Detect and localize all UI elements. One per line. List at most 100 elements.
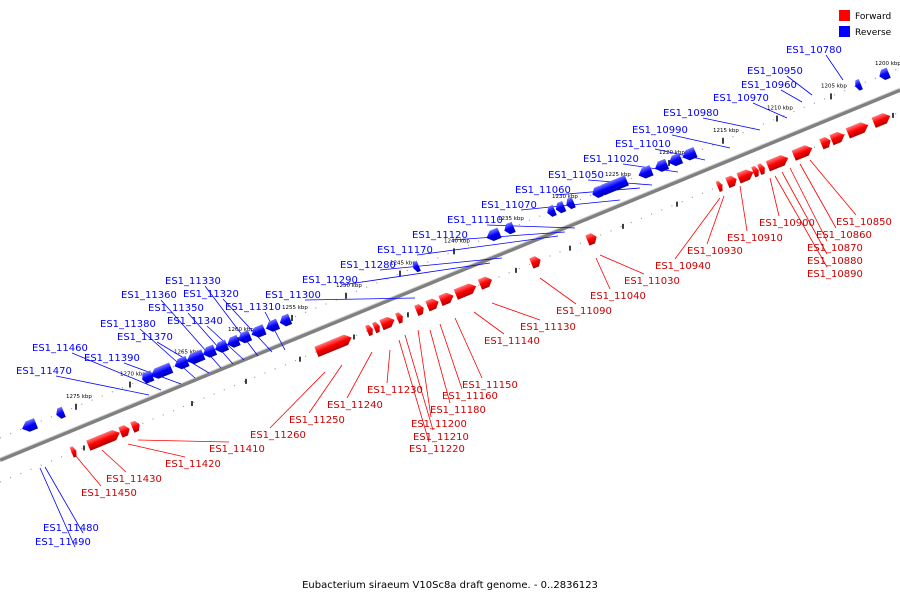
forward-gene-label[interactable]: ES1_11420 xyxy=(165,459,221,470)
reverse-gene[interactable] xyxy=(249,324,267,339)
forward-gene-label[interactable]: ES1_11180 xyxy=(430,405,486,416)
reverse-gene[interactable] xyxy=(213,339,230,355)
reverse-gene[interactable] xyxy=(236,330,253,345)
reverse-gene-label[interactable]: ES1_11060 xyxy=(515,185,571,196)
reverse-gene[interactable] xyxy=(877,67,891,82)
forward-gene[interactable] xyxy=(585,232,598,246)
forward-gene-label[interactable]: ES1_11260 xyxy=(250,430,306,441)
forward-gene-label[interactable]: ES1_10910 xyxy=(727,233,783,244)
reverse-gene-label[interactable]: ES1_10990 xyxy=(632,125,688,136)
forward-gene[interactable] xyxy=(86,428,122,451)
reverse-gene[interactable] xyxy=(636,165,654,180)
forward-gene-label[interactable]: ES1_10900 xyxy=(759,218,815,229)
forward-gene-label[interactable]: ES1_11210 xyxy=(413,432,469,443)
reverse-gene-label[interactable]: ES1_11120 xyxy=(412,230,468,241)
forward-gene-label[interactable]: ES1_11430 xyxy=(106,474,162,485)
reverse-gene-label[interactable]: ES1_11070 xyxy=(481,200,537,211)
reverse-gene-label[interactable]: ES1_11460 xyxy=(32,343,88,354)
reverse-gene[interactable] xyxy=(140,372,150,384)
reverse-gene[interactable] xyxy=(653,158,670,174)
reverse-gene[interactable] xyxy=(484,227,502,243)
forward-gene[interactable] xyxy=(765,153,791,172)
forward-gene-label[interactable]: ES1_11130 xyxy=(520,322,576,333)
reverse-gene-label[interactable]: ES1_10960 xyxy=(741,80,797,91)
reverse-gene[interactable] xyxy=(667,152,684,168)
forward-gene[interactable] xyxy=(725,174,738,189)
reverse-gene[interactable] xyxy=(20,418,39,434)
forward-gene[interactable] xyxy=(414,303,426,316)
reverse-gene-label[interactable]: ES1_11310 xyxy=(225,302,281,313)
forward-gene-label[interactable]: ES1_11040 xyxy=(590,291,646,302)
reverse-gene[interactable] xyxy=(149,362,174,382)
forward-gene-label[interactable]: ES1_11220 xyxy=(409,444,465,455)
reverse-gene[interactable] xyxy=(225,334,241,350)
reverse-gene-label[interactable]: ES1_11050 xyxy=(548,170,604,181)
reverse-gene-label[interactable]: ES1_11470 xyxy=(16,366,72,377)
forward-gene[interactable] xyxy=(871,111,893,128)
reverse-gene-label[interactable]: ES1_10970 xyxy=(713,93,769,104)
reverse-gene[interactable] xyxy=(172,355,190,371)
forward-gene-label[interactable]: ES1_11230 xyxy=(367,385,423,396)
reverse-gene-label[interactable]: ES1_11300 xyxy=(265,290,321,301)
forward-gene-label[interactable]: ES1_10860 xyxy=(816,230,872,241)
forward-gene[interactable] xyxy=(477,275,494,290)
reverse-gene[interactable] xyxy=(278,313,293,328)
forward-gene-label[interactable]: ES1_11150 xyxy=(462,380,518,391)
forward-gene[interactable] xyxy=(379,315,396,331)
forward-gene-label[interactable]: ES1_11160 xyxy=(442,391,498,402)
forward-gene[interactable] xyxy=(118,424,131,438)
forward-gene[interactable] xyxy=(314,332,353,358)
reverse-gene-label[interactable]: ES1_11370 xyxy=(117,332,173,343)
forward-gene-label[interactable]: ES1_11240 xyxy=(327,400,383,411)
forward-gene-label[interactable]: ES1_10870 xyxy=(807,243,863,254)
reverse-gene-label[interactable]: ES1_11010 xyxy=(615,139,671,150)
reverse-gene-label[interactable]: ES1_11020 xyxy=(583,154,639,165)
reverse-gene-label[interactable]: ES1_11170 xyxy=(377,245,433,256)
forward-gene[interactable] xyxy=(845,120,871,139)
reverse-gene-label[interactable]: ES1_11280 xyxy=(340,260,396,271)
reverse-gene[interactable] xyxy=(595,175,629,197)
forward-gene[interactable] xyxy=(130,419,142,433)
reverse-gene[interactable] xyxy=(502,221,516,236)
reverse-gene[interactable] xyxy=(680,147,698,162)
reverse-gene-label[interactable]: ES1_11490 xyxy=(35,537,91,548)
forward-gene[interactable] xyxy=(529,255,542,269)
forward-gene-label[interactable]: ES1_11090 xyxy=(556,306,612,317)
reverse-gene-label[interactable]: ES1_11480 xyxy=(43,523,99,534)
forward-gene[interactable] xyxy=(453,281,479,300)
forward-gene[interactable] xyxy=(736,167,756,184)
reverse-gene[interactable] xyxy=(411,260,421,273)
reverse-gene-label[interactable]: ES1_11290 xyxy=(302,275,358,286)
forward-gene[interactable] xyxy=(791,143,815,161)
reverse-gene-label[interactable]: ES1_10950 xyxy=(747,66,803,77)
reverse-gene[interactable] xyxy=(590,185,604,200)
forward-gene[interactable] xyxy=(715,180,725,193)
forward-gene-label[interactable]: ES1_11140 xyxy=(484,336,540,347)
forward-gene-label[interactable]: ES1_11250 xyxy=(289,415,345,426)
reverse-gene[interactable] xyxy=(545,204,557,218)
reverse-gene-label[interactable]: ES1_11320 xyxy=(183,289,239,300)
reverse-gene-label[interactable]: ES1_11110 xyxy=(447,215,503,226)
forward-gene[interactable] xyxy=(751,165,761,178)
forward-gene[interactable] xyxy=(438,290,455,306)
forward-gene-label[interactable]: ES1_11200 xyxy=(411,419,467,430)
forward-gene-label[interactable]: ES1_10940 xyxy=(655,261,711,272)
forward-gene-label[interactable]: ES1_11450 xyxy=(81,488,137,499)
reverse-gene-label[interactable]: ES1_11350 xyxy=(148,303,204,314)
forward-gene[interactable] xyxy=(395,311,405,324)
reverse-gene[interactable] xyxy=(554,200,567,215)
reverse-gene[interactable] xyxy=(201,344,218,360)
forward-gene-label[interactable]: ES1_10880 xyxy=(807,256,863,267)
reverse-gene[interactable] xyxy=(185,349,206,366)
forward-gene-label[interactable]: ES1_11030 xyxy=(624,276,680,287)
reverse-gene-label[interactable]: ES1_10980 xyxy=(663,108,719,119)
forward-gene-label[interactable]: ES1_10890 xyxy=(807,269,863,280)
reverse-gene-label[interactable]: ES1_11340 xyxy=(167,316,223,327)
forward-gene[interactable] xyxy=(829,130,846,146)
reverse-gene[interactable] xyxy=(853,79,863,91)
forward-gene-label[interactable]: ES1_10850 xyxy=(836,217,892,228)
reverse-gene[interactable] xyxy=(54,406,66,420)
forward-gene[interactable] xyxy=(372,321,382,334)
reverse-gene-label[interactable]: ES1_11390 xyxy=(84,353,140,364)
reverse-gene[interactable] xyxy=(564,197,576,210)
